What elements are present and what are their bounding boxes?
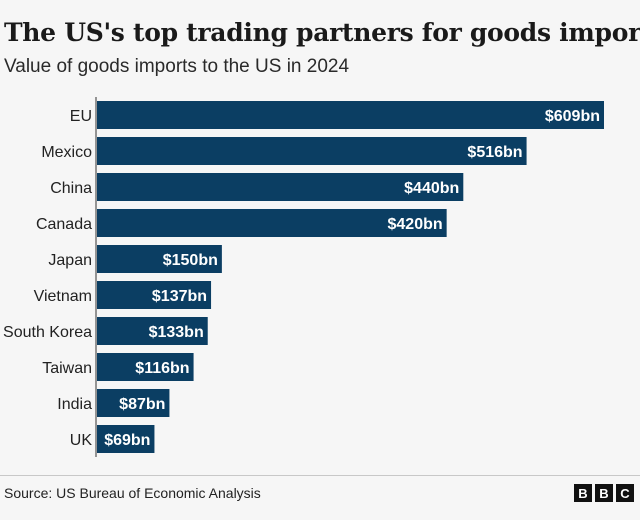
value-label: $133bn [149,324,204,341]
bar-canada [97,209,447,237]
category-label: Taiwan [42,360,92,377]
source-note: Source: US Bureau of Economic Analysis [4,485,261,501]
category-label: Canada [36,216,92,233]
bar-eu [97,101,604,129]
value-label: $420bn [388,216,443,233]
category-label: Japan [48,252,92,269]
value-label: $116bn [135,360,189,377]
bar-mexico [97,137,527,165]
category-label: Vietnam [34,288,92,305]
bar-india [97,389,170,417]
value-label: $609bn [545,108,600,125]
bar-china [97,173,464,201]
chart-title: The US's top trading partners for goods … [4,18,640,47]
bar-south-korea [97,317,208,345]
bar-taiwan [97,353,194,381]
bar-chart: EU $609bn Mexico $516bn China $440bn Canada $42… [3,97,604,457]
bbc-logo: B B C [574,484,634,502]
logo-letter-3: C [616,484,634,502]
value-label: $137bn [152,288,207,305]
bar-vietnam [97,281,212,309]
logo-letter-1: B [574,484,592,502]
footer-divider [0,475,640,476]
category-label: Mexico [41,144,92,161]
value-label: $150bn [163,252,218,269]
category-label: South Korea [3,324,92,341]
value-label: $516bn [467,144,522,161]
category-label: India [57,396,92,413]
bar-japan [97,245,222,273]
category-label: EU [70,108,92,125]
value-label: $87bn [119,396,165,413]
category-label: UK [70,432,93,449]
value-label: $69bn [104,432,150,449]
value-label: $440bn [404,180,459,197]
category-label: China [50,180,92,197]
chart-subtitle: Value of goods imports to the US in 2024 [4,56,350,77]
bar-uk [97,425,155,453]
logo-letter-2: B [595,484,613,502]
